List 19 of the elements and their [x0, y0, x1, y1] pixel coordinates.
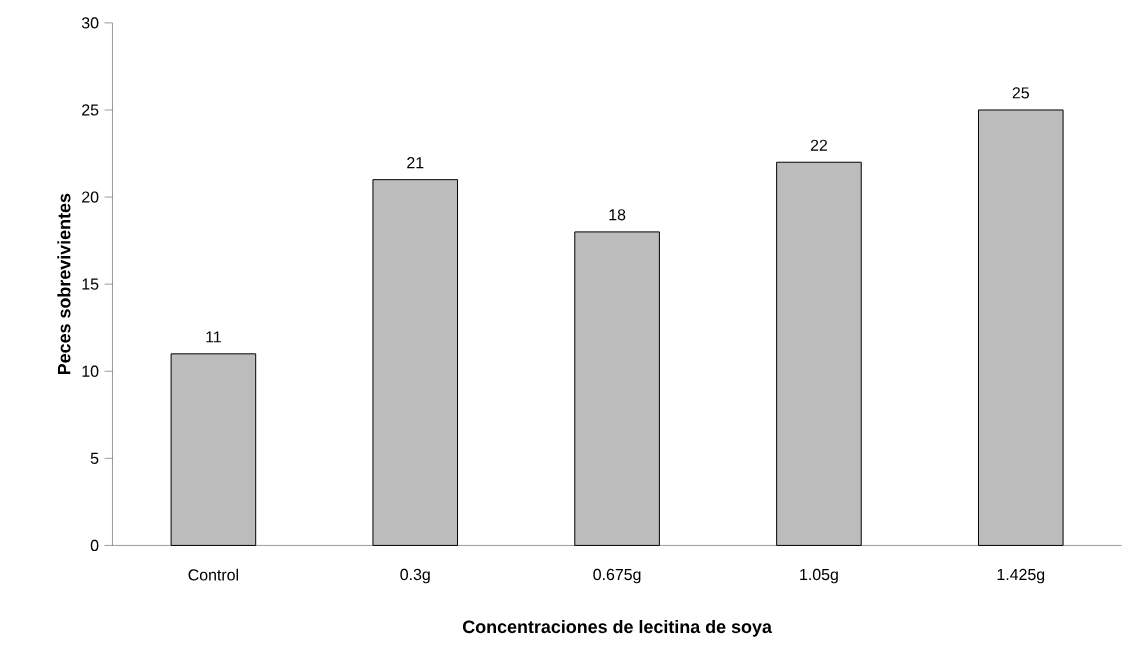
y-tick-label: 10: [82, 365, 99, 377]
y-tick-label: 20: [82, 191, 99, 203]
x-axis-title: Concentraciones de lecitina de soya: [462, 620, 773, 637]
data-label: 18: [609, 209, 626, 221]
y-tick-label: 5: [90, 452, 99, 464]
y-axis-title: Peces sobrevivientes: [57, 193, 71, 375]
y-tick-label: 15: [82, 278, 99, 290]
x-tick-label: 1.05g: [800, 568, 838, 584]
x-tick-label: Control: [188, 568, 238, 581]
y-tick-label: 25: [82, 104, 99, 116]
y-tick-label: 30: [81, 17, 99, 29]
data-label: 25: [1012, 87, 1029, 99]
x-tick-label: 0.3g: [400, 568, 430, 584]
data-label: 11: [206, 331, 221, 343]
x-tick-label: 1.425g: [997, 568, 1045, 584]
data-label: 22: [810, 139, 827, 151]
x-tick-label: 0.675g: [593, 568, 641, 584]
y-tick-label: 0: [90, 539, 99, 552]
data-label: 21: [407, 157, 424, 169]
